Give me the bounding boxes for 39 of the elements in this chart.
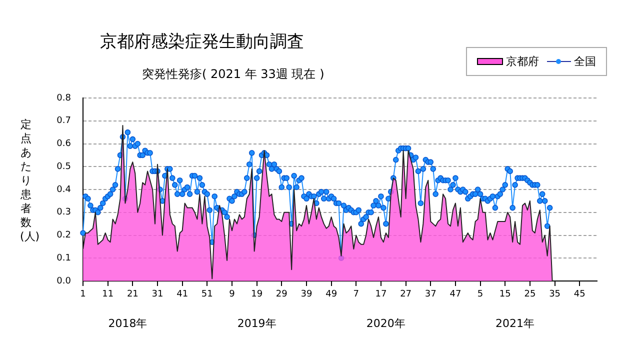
chart-subtitle: 突発性発疹( 2021 年 33週 現在 ) (142, 66, 324, 83)
y-tick-label: 0.1 (56, 253, 71, 264)
x-tick-label: 19 (251, 290, 263, 300)
x-tick-label: 47 (450, 290, 462, 300)
x-tick-label: 1 (80, 290, 86, 300)
x-tick-label: 11 (102, 290, 114, 300)
y-tick-label: 0.3 (56, 208, 71, 218)
chart-title: 京都府感染症発生動向調査 (100, 31, 304, 53)
text: 2020年 (366, 316, 406, 330)
text: 定点あたり患者数(人) (20, 118, 40, 243)
x-tick-label: 45 (574, 290, 586, 300)
x-tick-label: 41 (176, 290, 188, 300)
x-tick-label: 27 (400, 290, 412, 300)
x-tick-label: 15 (499, 290, 511, 300)
x-tick-label: 5 (477, 290, 484, 300)
x-tick-label: 7 (353, 290, 360, 300)
x-tick-label: 49 (326, 290, 338, 300)
text: 2021年 (496, 316, 535, 330)
legend-label: 全国 (574, 54, 596, 69)
y-tick-label: 0.6 (56, 139, 72, 150)
text: 2019年 (237, 316, 276, 330)
y-tick-label: 0.5 (56, 162, 71, 172)
x-tick-label: 35 (549, 290, 561, 300)
legend-label: 京都府 (506, 54, 539, 69)
x-tick-label: 9 (229, 290, 236, 300)
x-tick-label: 51 (201, 290, 213, 300)
x-tick-label: 25 (524, 290, 536, 300)
y-tick-label: 0.2 (56, 230, 71, 241)
y-tick-label: 0.4 (56, 184, 72, 195)
x-tick-label: 29 (276, 290, 288, 300)
x-tick-label: 17 (375, 290, 387, 300)
x-tick-label: 39 (300, 290, 312, 300)
y-tick-label: 0.8 (56, 93, 72, 104)
text: 2018年 (108, 316, 148, 330)
y-tick-label: 0.7 (56, 116, 71, 126)
x-tick-label: 37 (424, 290, 436, 300)
x-tick-label: 31 (152, 290, 164, 300)
y-tick-label: 0.0 (56, 276, 72, 286)
x-tick-label: 21 (126, 290, 138, 300)
